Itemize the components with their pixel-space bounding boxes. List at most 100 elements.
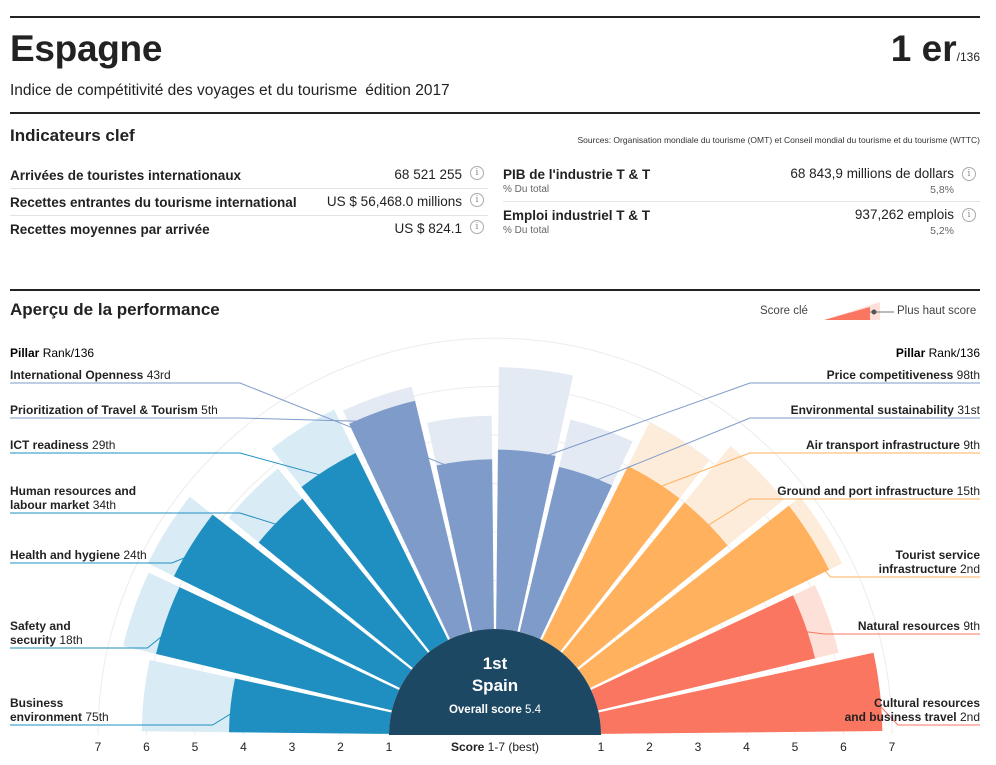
pillar-label: Air transport infrastructure 9th [806, 438, 980, 452]
indicator-pct: 5,8% [930, 184, 954, 196]
info-icon[interactable]: i [962, 208, 976, 222]
info-icon[interactable]: i [470, 220, 484, 234]
indicators-title: Indicateurs clef [10, 126, 135, 145]
score-bar [541, 466, 680, 652]
pillar-label: Business environment 75th [10, 696, 109, 724]
pillar-labels: Pillar Rank/136 Pillar Rank/136 Business… [10, 346, 981, 724]
leader-line [800, 542, 980, 578]
indicator-sub: % Du total [503, 184, 550, 195]
rank-of: /136 [956, 50, 980, 64]
indicator-pct: 5,2% [930, 225, 954, 237]
tick-label: 3 [289, 740, 296, 754]
tick-label: 1 [386, 740, 393, 754]
subtitle: Indice de compétitivité des voyages et d… [10, 82, 450, 100]
indicator-row: Recettes entrantes du tourisme internati… [10, 189, 488, 216]
pillar-header-left: Pillar Rank/136 [10, 346, 94, 360]
leader-line [10, 452, 335, 480]
tick-label: 4 [240, 740, 247, 754]
score-bar [258, 498, 429, 669]
edition: édition 2017 [365, 82, 450, 99]
center-score: Overall score 5.4 [449, 704, 542, 716]
score-bar [301, 453, 449, 652]
leader-line [525, 382, 980, 464]
tick-label: 5 [792, 740, 799, 754]
legend-score-shape [824, 307, 870, 320]
leader-lines [10, 382, 980, 726]
score-bar [561, 502, 728, 669]
indicator-label: Recettes entrantes du tourisme internati… [10, 195, 297, 210]
info-icon[interactable]: i [470, 166, 484, 180]
center-score-value: 5.4 [525, 704, 542, 716]
pillar-label: Price competitiveness 98th [827, 368, 980, 382]
info-icon[interactable]: i [962, 167, 976, 181]
indicators-rule [10, 112, 980, 114]
legend-swatch [824, 302, 894, 320]
pillar-label: Environmental sustainability 31st [791, 403, 981, 417]
sources-note: Sources: Organisation mondiale du touris… [577, 135, 980, 145]
tick-label: 4 [743, 740, 750, 754]
score-bar [173, 514, 412, 689]
tick-label: 6 [840, 740, 847, 754]
score-bars [156, 400, 883, 734]
tick-label: 7 [95, 740, 102, 754]
tick-label: 1 [598, 740, 605, 754]
pillar-label: Natural resources 9th [858, 619, 980, 633]
score-bar [578, 505, 830, 689]
leader-line [10, 623, 178, 649]
leader-line [10, 417, 386, 423]
pillar-label: Cultural resources and business travel 2n… [845, 696, 981, 724]
indicator-row: Arrivées de touristes internationaux 68 … [10, 162, 488, 189]
leader-line [581, 417, 980, 487]
top-rule [10, 16, 980, 18]
tick-label: 3 [695, 740, 702, 754]
indicator-label: Recettes moyennes par arrivée [10, 222, 210, 237]
score-bar [496, 449, 556, 632]
legend-marker-icon [871, 309, 877, 315]
tick-label: 5 [192, 740, 199, 754]
indicator-value: 937,262 emplois [854, 207, 954, 222]
center-score-label: Overall score [449, 704, 522, 716]
center-country: Spain [472, 676, 518, 695]
rank-value: 1 er [890, 28, 957, 69]
performance-chart: 1st Spain Overall score 5.4 1 1 2 2 3 3 4 4 5 5 6 6… [10, 337, 981, 754]
score-bar [598, 652, 883, 734]
leader-line [10, 706, 243, 726]
indicator-value: US $ 824.1 [394, 221, 462, 236]
score-bar [156, 587, 400, 711]
leader-line [648, 452, 980, 492]
pillar-label: Ground and port infrastructure 15th [777, 484, 980, 498]
pillar-label: Human resources and labour market 34th [10, 484, 136, 512]
center-semicircle [389, 629, 601, 735]
center-rank: 1st [483, 654, 508, 673]
pillar-header-right: Pillar Rank/136 [896, 346, 980, 360]
indicator-row: Recettes moyennes par arrivée US $ 824.1… [10, 216, 488, 242]
axis-title: Score 1-7 (best) [451, 740, 539, 754]
pillar-label: Tourist service infrastructure 2nd [879, 548, 981, 576]
grid-arc [97, 337, 893, 736]
index-name: Indice de compétitivité des voyages et d… [10, 82, 358, 99]
indicator-row: Emploi industriel T & T % Du total 937,2… [503, 204, 980, 242]
leader-line [698, 498, 980, 532]
indicator-label: Emploi industriel T & T [503, 208, 651, 223]
indicator-label: Arrivées de touristes internationaux [10, 168, 242, 183]
info-icon[interactable]: i [470, 193, 484, 207]
score-bar [519, 466, 613, 640]
legend-key-label: Score clé [760, 305, 808, 317]
indicator-value: US $ 56,468.0 millions [326, 194, 462, 209]
legend-best-label: Plus haut score [897, 305, 977, 317]
pillar-label: Health and hygiene 24th [10, 548, 147, 562]
leader-line [794, 629, 980, 635]
indicator-value: 68 843,9 millions de dollars [790, 166, 954, 181]
pillar-label: International Openness 43rd [10, 368, 171, 382]
axis-ticks: 1 1 2 2 3 3 4 4 5 5 6 6 7 7 [95, 740, 896, 754]
indicator-sub: % Du total [503, 225, 550, 236]
leader-line [10, 512, 289, 529]
score-bar [349, 400, 471, 640]
pillar-label: Safety and security 18th [10, 619, 83, 647]
pillar-label: Prioritization of Travel & Tourism 5th [10, 403, 218, 417]
score-bar [436, 459, 494, 632]
tick-label: 6 [143, 740, 150, 754]
tick-label: 2 [646, 740, 653, 754]
leader-line [867, 692, 980, 726]
score-bar [228, 678, 392, 734]
